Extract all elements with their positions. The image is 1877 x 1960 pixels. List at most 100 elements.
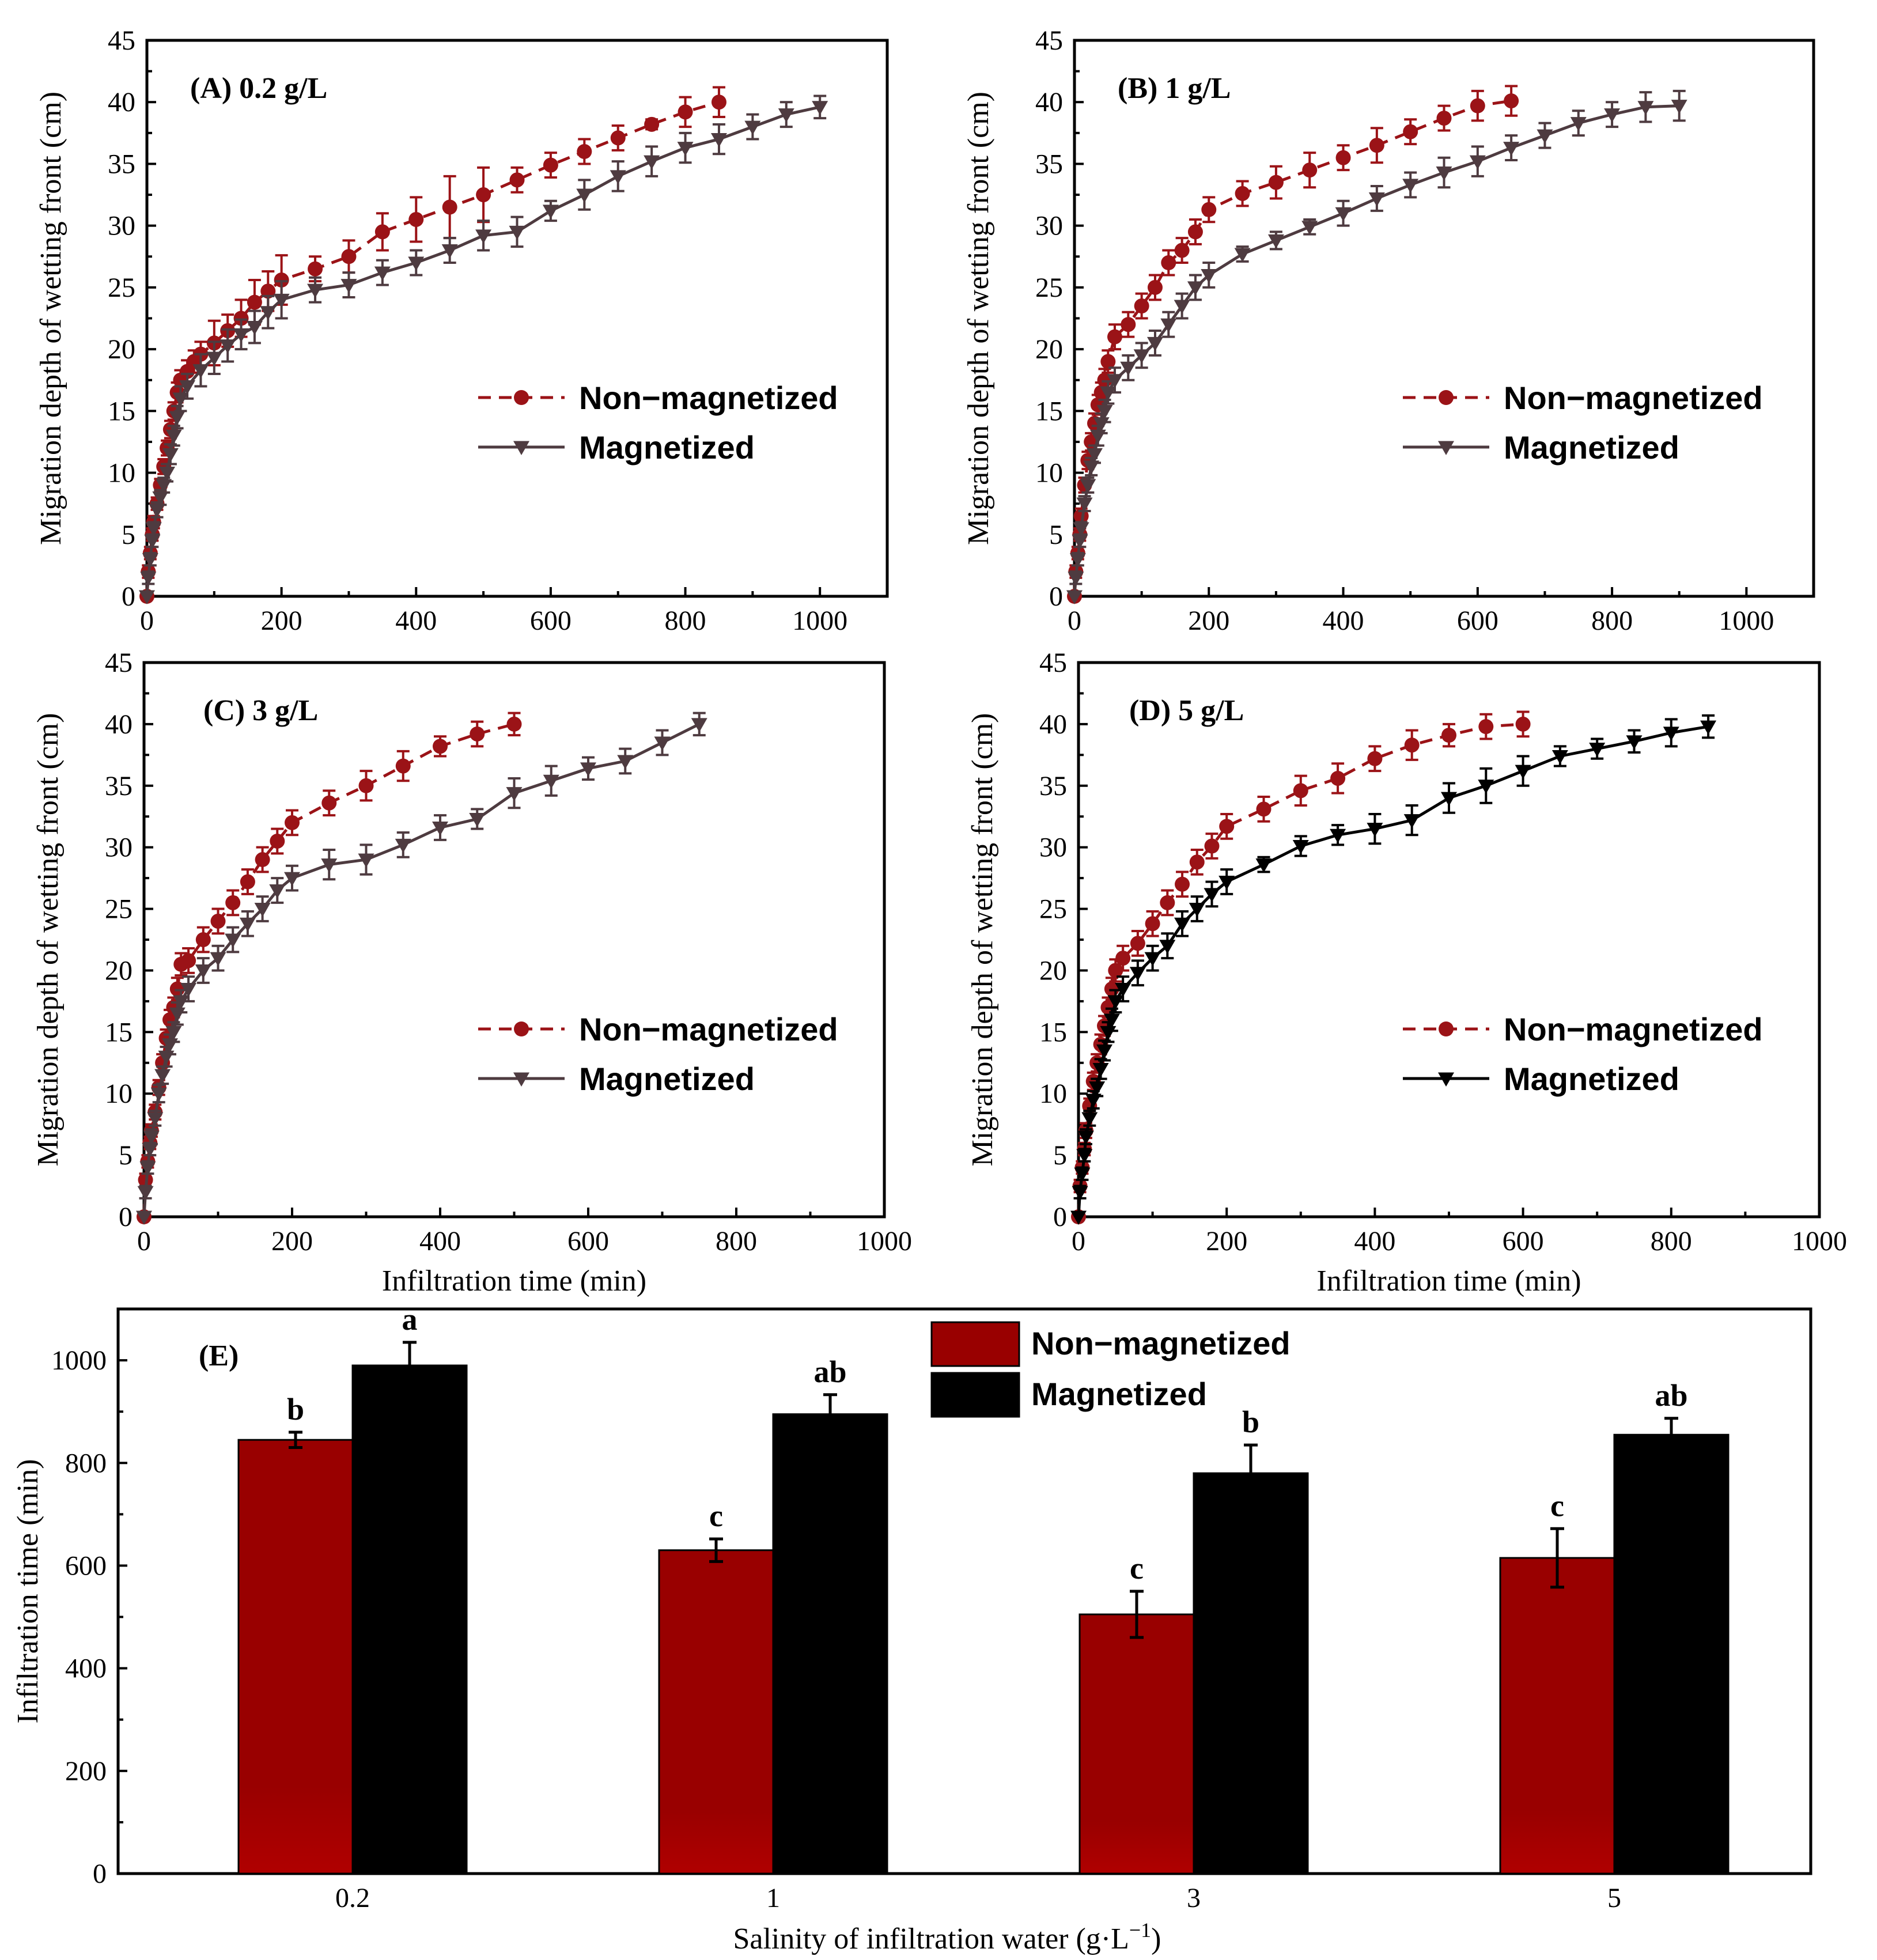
- x-tick-label: 0.2: [335, 1883, 370, 1913]
- data-point: [1080, 479, 1096, 493]
- data-point: [321, 795, 337, 811]
- x-tick-label: 400: [1354, 1226, 1395, 1257]
- y-tick-label: 10: [108, 458, 135, 489]
- significance-letter: c: [1130, 1551, 1144, 1586]
- data-point: [678, 104, 693, 120]
- y-tick-label: 600: [65, 1550, 107, 1581]
- y-tick-label: 25: [108, 273, 135, 303]
- data-point: [1160, 895, 1175, 910]
- y-tick-label: 35: [1035, 149, 1063, 179]
- data-point: [812, 101, 828, 115]
- data-point: [150, 1087, 167, 1102]
- legend-label: Magnetized: [1504, 1061, 1679, 1097]
- data-point: [509, 225, 525, 240]
- y-tick-label: 0: [1053, 1202, 1067, 1232]
- y-tick-label: 0: [122, 581, 135, 612]
- data-point: [147, 1112, 164, 1126]
- data-point: [408, 256, 425, 271]
- data-point: [341, 249, 357, 264]
- data-point: [1537, 129, 1553, 144]
- significance-letter: c: [709, 1499, 723, 1533]
- legend: Non−magnetized Magnetized: [1403, 1011, 1763, 1097]
- data-point: [358, 853, 374, 868]
- x-tick-label: 200: [271, 1226, 313, 1257]
- legend-label: Non−magnetized: [1504, 1011, 1763, 1047]
- data-point: [1626, 735, 1643, 750]
- series-line: [145, 100, 720, 597]
- data-point: [1402, 179, 1419, 193]
- data-point: [1292, 840, 1309, 854]
- bar-non-magnetized: [237, 1439, 354, 1875]
- data-point: [691, 718, 707, 732]
- data-point: [1144, 952, 1161, 967]
- data-point: [1604, 108, 1621, 123]
- data-point: [1589, 743, 1606, 757]
- data-point: [1367, 751, 1383, 766]
- data-point: [1130, 936, 1145, 951]
- y-tick-label: 5: [1049, 520, 1063, 550]
- y-tick-label: 25: [105, 894, 133, 925]
- data-point: [1096, 404, 1113, 419]
- data-point: [610, 130, 626, 146]
- data-point: [1301, 221, 1318, 235]
- y-tick-label: 5: [119, 1140, 133, 1171]
- data-point: [358, 778, 374, 793]
- data-point: [270, 833, 285, 849]
- data-point: [1115, 951, 1131, 966]
- data-point: [321, 858, 338, 873]
- data-point: [1159, 940, 1176, 954]
- x-axis-title: Infiltration time (min): [382, 1265, 646, 1297]
- bar-magnetized: [1613, 1433, 1730, 1875]
- data-point: [1175, 876, 1190, 892]
- plot-frame: [145, 39, 889, 598]
- significance-letter: ab: [1655, 1378, 1687, 1413]
- data-point: [1073, 508, 1089, 524]
- data-point: [206, 351, 222, 366]
- y-tick-label: 45: [1035, 25, 1063, 56]
- y-tick-label: 25: [1035, 273, 1063, 303]
- legend-marker: [1439, 1021, 1454, 1036]
- data-point: [442, 199, 457, 215]
- legend-marker: [513, 441, 529, 455]
- y-tick-label: 20: [1039, 955, 1067, 986]
- x-tick-label: 0: [1072, 1226, 1085, 1257]
- data-point: [142, 1142, 158, 1157]
- series-line: [1077, 725, 1709, 1217]
- x-tick-label: 1000: [1719, 606, 1774, 636]
- y-tick-label: 40: [105, 709, 133, 740]
- series-line: [142, 722, 700, 1217]
- data-point: [509, 172, 525, 188]
- y-tick-label: 5: [122, 520, 135, 550]
- data-point: [778, 108, 794, 123]
- legend-label: Non−magnetized: [579, 380, 838, 416]
- x-tick-label: 600: [1457, 606, 1498, 636]
- data-point: [180, 983, 197, 997]
- data-point: [1515, 716, 1531, 732]
- data-point: [260, 283, 276, 299]
- significance-letter: c: [1550, 1488, 1564, 1523]
- data-point: [1268, 175, 1284, 190]
- data-point: [143, 1130, 160, 1145]
- data-point: [542, 205, 559, 219]
- data-point: [1146, 336, 1163, 351]
- y-tick-label: 15: [108, 396, 135, 426]
- data-point: [1100, 354, 1116, 369]
- x-tick-label: 3: [1187, 1883, 1201, 1913]
- bar-non-magnetized: [1078, 1613, 1195, 1875]
- data-point: [576, 188, 593, 203]
- data-point: [220, 339, 236, 354]
- data-point: [1267, 234, 1284, 249]
- data-point: [1134, 298, 1149, 314]
- data-point: [1070, 1210, 1087, 1225]
- x-tick-label: 1000: [792, 606, 847, 636]
- data-point: [543, 774, 559, 789]
- data-point: [1072, 535, 1088, 549]
- data-point: [255, 852, 270, 868]
- data-point: [1637, 101, 1654, 115]
- data-point: [1076, 497, 1093, 512]
- y-tick-label: 10: [1039, 1079, 1067, 1109]
- data-point: [1478, 719, 1494, 735]
- data-point: [1218, 876, 1235, 890]
- data-point: [644, 155, 660, 170]
